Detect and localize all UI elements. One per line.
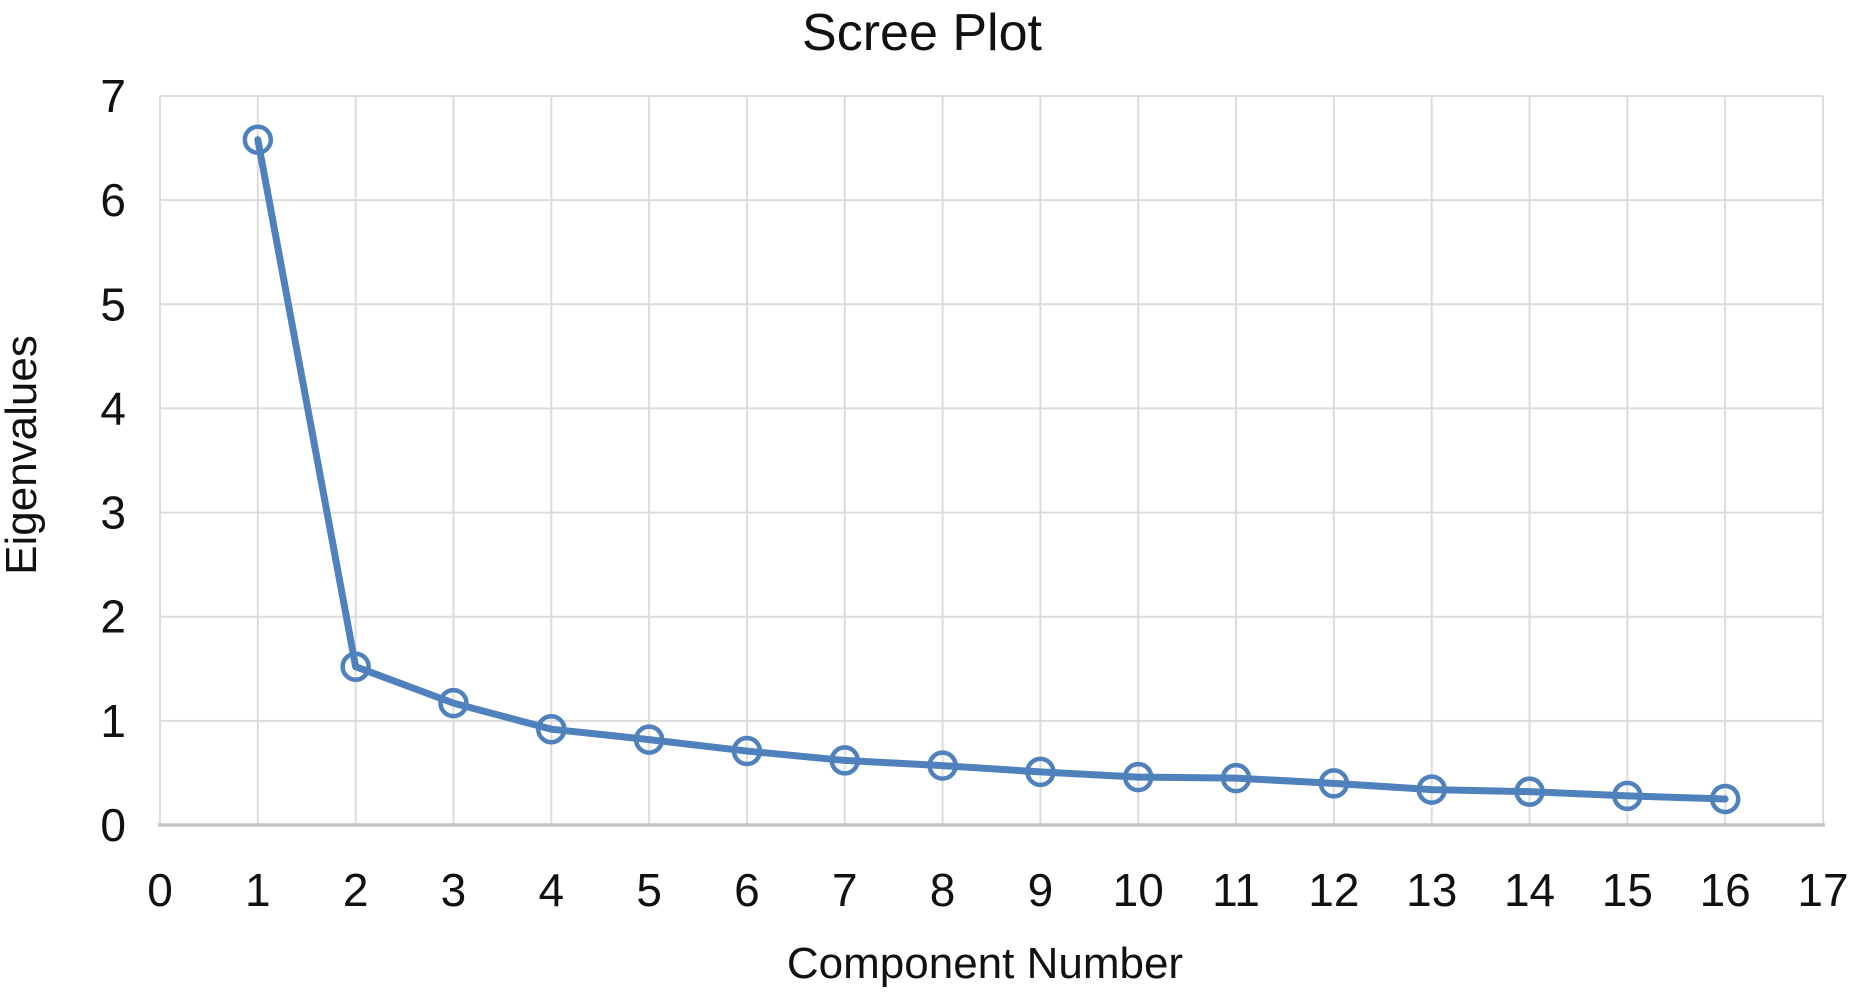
data-point-marker bbox=[731, 735, 763, 767]
x-tick-label: 2 bbox=[343, 864, 369, 916]
y-tick-label: 5 bbox=[100, 278, 126, 330]
chart-title: Scree Plot bbox=[802, 4, 1042, 62]
y-tick-label: 7 bbox=[100, 70, 126, 122]
x-tick-label: 0 bbox=[147, 864, 173, 916]
data-point-marker bbox=[829, 745, 861, 776]
x-tick-label: 13 bbox=[1406, 864, 1457, 916]
y-tick-label: 1 bbox=[100, 695, 126, 747]
data-point-marker bbox=[1220, 762, 1252, 794]
x-tick-label: 3 bbox=[441, 864, 467, 916]
x-tick-label: 7 bbox=[832, 864, 858, 916]
x-axis-title: Component Number bbox=[787, 939, 1183, 988]
x-tick-label: 9 bbox=[1028, 864, 1054, 916]
data-point-marker bbox=[340, 651, 371, 682]
x-tick-label: 4 bbox=[538, 864, 564, 916]
x-tick-label: 11 bbox=[1212, 864, 1260, 916]
data-series bbox=[242, 124, 1741, 815]
data-point-marker bbox=[536, 713, 567, 745]
x-tick-label: 17 bbox=[1797, 864, 1848, 916]
series-line bbox=[254, 136, 1729, 803]
x-tick-label: 1 bbox=[245, 864, 271, 916]
x-tick-label: 6 bbox=[734, 864, 760, 916]
x-tick-label: 12 bbox=[1308, 864, 1359, 916]
y-tick-label: 6 bbox=[100, 174, 126, 226]
x-tick-label: 5 bbox=[636, 864, 662, 916]
y-tick-label: 2 bbox=[100, 591, 126, 643]
data-point-marker bbox=[1612, 780, 1643, 812]
data-point-marker bbox=[1416, 774, 1447, 805]
data-point-marker bbox=[633, 724, 665, 755]
data-point-marker bbox=[1122, 761, 1154, 793]
data-point-marker bbox=[1514, 776, 1545, 807]
data-point-marker bbox=[438, 687, 469, 719]
x-tick-label: 16 bbox=[1700, 864, 1751, 916]
x-tick-label: 8 bbox=[930, 864, 956, 916]
data-point-marker bbox=[1025, 756, 1056, 788]
plot-gridlines bbox=[158, 95, 1825, 827]
y-tick-label: 0 bbox=[100, 799, 126, 851]
y-tick-label: 3 bbox=[100, 487, 126, 539]
data-point-marker bbox=[242, 124, 274, 155]
y-tick-label: 4 bbox=[100, 382, 126, 434]
data-point-marker bbox=[1709, 783, 1741, 815]
data-point-marker bbox=[927, 750, 958, 781]
x-tick-label: 15 bbox=[1602, 864, 1653, 916]
data-point-marker bbox=[1318, 768, 1350, 799]
y-axis-title: Eigenvalues bbox=[0, 335, 46, 575]
x-tick-label: 10 bbox=[1113, 864, 1164, 916]
x-tick-label: 14 bbox=[1504, 864, 1555, 916]
